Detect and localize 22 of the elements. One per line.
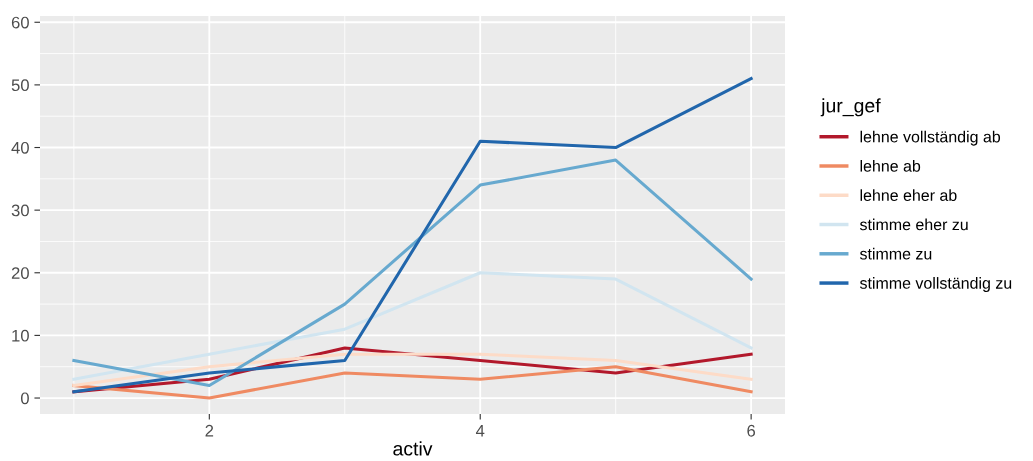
- x-tick-label: 4: [475, 425, 485, 437]
- legend-label: stimme vollständig zu: [859, 277, 1012, 292]
- line-series: [72, 352, 753, 388]
- y-tick-label: 40: [11, 141, 29, 154]
- legend-label: lehne eher ab: [860, 189, 957, 202]
- y-tick-label: 60: [11, 16, 29, 29]
- line-series: [72, 271, 753, 381]
- legend-label: lehne vollständig ab: [860, 130, 1001, 146]
- line-series: [72, 77, 753, 394]
- y-tick-label: 30: [11, 204, 29, 217]
- legend-label: stimme zu: [859, 247, 932, 260]
- y-tick-label: 0: [20, 392, 29, 405]
- x-tick-label: 2: [205, 424, 214, 437]
- legend-label: lehne ab: [860, 160, 921, 172]
- y-tick-label: 50: [11, 79, 29, 92]
- x-axis-title: activ: [393, 441, 433, 456]
- line-series: [72, 158, 753, 388]
- legend-label: stimme eher zu: [859, 218, 968, 231]
- x-tick-label: 6: [747, 424, 756, 437]
- legend-title: jur_gef: [820, 98, 881, 117]
- y-tick-label: 20: [11, 267, 29, 279]
- y-tick-label: 10: [12, 329, 29, 342]
